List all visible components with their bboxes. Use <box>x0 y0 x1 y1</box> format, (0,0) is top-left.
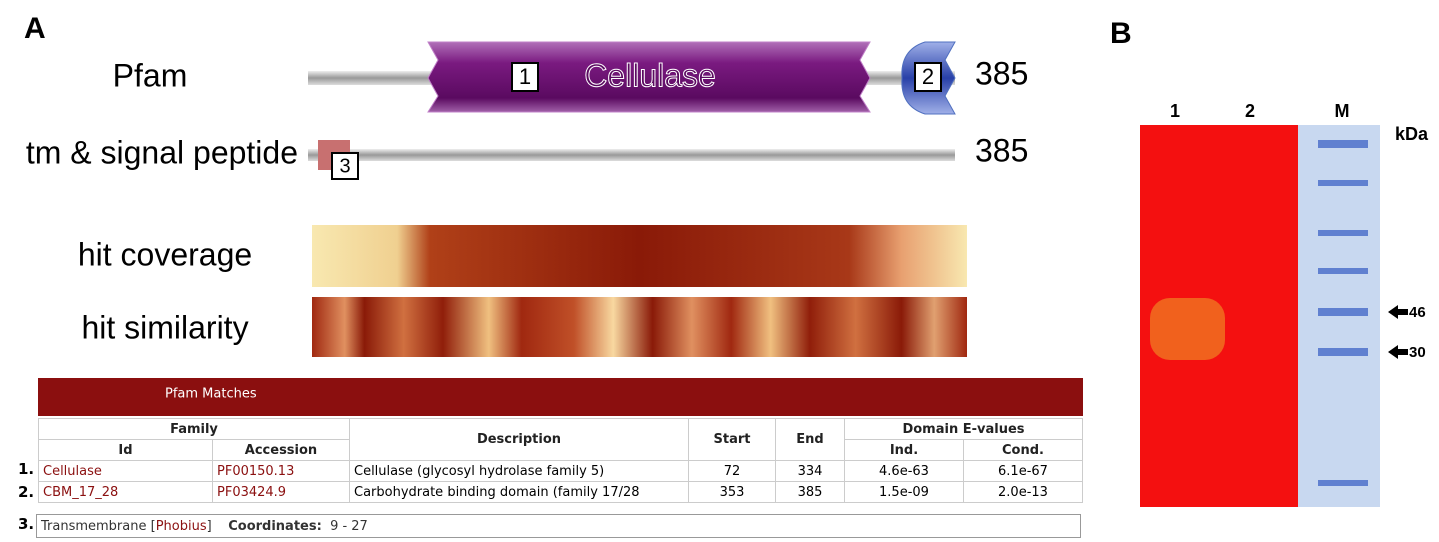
cell: 385 <box>776 482 845 503</box>
lane-label: 1 <box>1170 101 1180 121</box>
track-line <box>308 149 955 161</box>
heatmap <box>312 297 967 357</box>
column-header[interactable]: Start <box>689 419 776 461</box>
extra-row: Transmembrane [Phobius] Coordinates: 9 -… <box>36 514 1081 538</box>
track-label: Pfam <box>113 57 188 93</box>
cell-link[interactable]: PF03424.9 <box>213 482 350 503</box>
track-label: tm & signal peptide <box>26 134 298 170</box>
lane-label: 2 <box>1245 101 1255 121</box>
column-header[interactable]: Id <box>39 440 213 461</box>
lane-label: M <box>1335 101 1350 121</box>
cell: 1.5e-09 <box>845 482 964 503</box>
gel-band <box>1150 298 1225 360</box>
column-header[interactable]: Cond. <box>963 440 1082 461</box>
text: ] <box>207 519 212 534</box>
table-title: Pfam Matches <box>165 387 257 402</box>
text: Transmembrane [ <box>41 519 156 534</box>
pfam-table: Family Description Start End Domain E-va… <box>38 418 1083 503</box>
heatmap-label: hit similarity <box>81 309 248 345</box>
value: 9 - 27 <box>330 519 368 534</box>
page: {"panel_a": {"label": "A", "tracks": [ {… <box>0 0 1439 542</box>
group-header: Domain E-values <box>845 419 1083 440</box>
cell: 353 <box>689 482 776 503</box>
cell: 334 <box>776 461 845 482</box>
cell-link[interactable]: CBM_17_28 <box>39 482 213 503</box>
domain-name: Cellulase <box>584 57 716 93</box>
track-length: 385 <box>975 132 1028 168</box>
cell-link[interactable]: Cellulase <box>39 461 213 482</box>
label: Coordinates: <box>228 519 322 534</box>
marker-size: 30 <box>1409 344 1426 361</box>
row-number: 3. <box>18 515 34 533</box>
cell: Cellulase (glycosyl hydrolase family 5) <box>350 461 689 482</box>
heatmap-label: hit coverage <box>78 236 252 272</box>
unit: kDa <box>1395 124 1429 144</box>
track-length: 385 <box>975 55 1028 91</box>
group-header: Family <box>39 419 350 440</box>
cell: 6.1e-67 <box>963 461 1082 482</box>
domain-index: 1 <box>519 64 531 89</box>
cell-link[interactable]: PF00150.13 <box>213 461 350 482</box>
panel-label: A <box>24 12 46 45</box>
link[interactable]: Phobius <box>156 519 207 534</box>
heatmap <box>312 225 967 287</box>
marker-size: 46 <box>1409 304 1426 321</box>
arrow <box>1388 345 1408 359</box>
arrow <box>1388 305 1408 319</box>
domain-index: 3 <box>339 155 350 177</box>
cell: 72 <box>689 461 776 482</box>
cell: 4.6e-63 <box>845 461 964 482</box>
column-header: Description <box>350 419 689 461</box>
panel-label: B <box>1110 17 1132 50</box>
row-number: 2. <box>18 483 34 501</box>
cell: Carbohydrate binding domain (family 17/2… <box>350 482 689 503</box>
column-header[interactable]: End <box>776 419 845 461</box>
domain-index: 2 <box>922 64 934 89</box>
row-number: 1. <box>18 460 34 478</box>
cell: 2.0e-13 <box>963 482 1082 503</box>
column-header[interactable]: Accession <box>213 440 350 461</box>
column-header[interactable]: Ind. <box>845 440 964 461</box>
